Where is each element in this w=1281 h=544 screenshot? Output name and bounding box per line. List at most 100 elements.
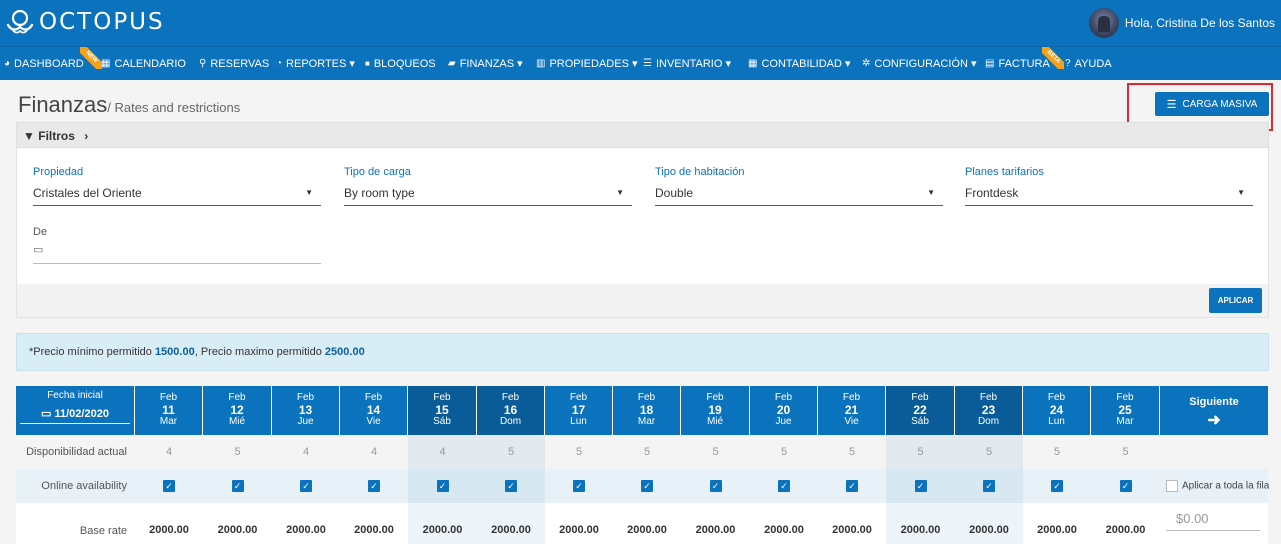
day-weekday: Mié: [228, 416, 246, 427]
day-weekday: Vie: [366, 416, 381, 427]
online-cell: ✓: [955, 469, 1023, 503]
nav-inventario[interactable]: ☰ INVENTARIO ▾: [643, 47, 731, 80]
nav-factura[interactable]: ▤ FACTURA: [985, 47, 1050, 80]
caret-down-icon: ▼: [616, 188, 624, 197]
day-month: Feb: [228, 392, 246, 403]
online-cell: ✓: [545, 469, 613, 503]
base-rate-cell[interactable]: 2000.00: [286, 524, 326, 536]
day-weekday: Jue: [775, 416, 792, 427]
avatar[interactable]: [1088, 8, 1119, 38]
calendar-icon: ▦: [101, 58, 111, 69]
nav-reportes[interactable]: ◔ REPORTES ▾: [276, 47, 355, 80]
day-weekday: Sáb: [433, 416, 451, 427]
checkbox-checked[interactable]: ✓: [914, 480, 927, 492]
checkbox-checked[interactable]: ✓: [163, 480, 175, 492]
base-rate-cell[interactable]: 2000.00: [354, 524, 394, 536]
start-date-input[interactable]: ▭ 11/02/2020: [20, 407, 130, 424]
checkbox-checked[interactable]: ✓: [368, 480, 380, 492]
online-cell: ✓: [1023, 469, 1091, 503]
base-rate-cell[interactable]: 2000.00: [886, 503, 955, 544]
base-rate-cell[interactable]: 2000.00: [764, 524, 804, 536]
day-weekday: Vie: [844, 416, 859, 427]
base-rate-input[interactable]: $0.00: [1166, 511, 1260, 531]
nav-label: RESERVAS: [210, 57, 270, 70]
caret-down-icon: ▼: [1237, 188, 1245, 197]
checkbox-checked[interactable]: ✓: [436, 480, 449, 492]
day-month: Feb: [842, 392, 861, 403]
checkbox-checked[interactable]: ✓: [573, 480, 585, 492]
new-badge: NEW: [80, 47, 102, 69]
availability-cell: 4: [370, 446, 378, 458]
main-nav: ◕ DASHBOARD NEW ▦ CALENDARIO ⚲ RESERVAS …: [0, 46, 1281, 80]
next-button[interactable]: Siguiente ➜: [1160, 386, 1268, 435]
checkbox-checked[interactable]: ✓: [1051, 480, 1063, 492]
day-month: Feb: [501, 392, 520, 403]
checkbox-checked[interactable]: ✓: [778, 480, 790, 492]
beta-badge: BETA: [1042, 47, 1064, 69]
from-date-field[interactable]: De ▭: [33, 226, 321, 264]
nav-label: FACTURA: [998, 57, 1050, 70]
nav-contabilidad[interactable]: ▦ CONTABILIDAD ▾: [748, 47, 851, 80]
nav-reservas[interactable]: ⚲ RESERVAS: [199, 47, 269, 80]
base-rate-cell[interactable]: 2000.00: [149, 524, 189, 536]
online-cell: ✓: [1091, 469, 1160, 503]
checkbox-checked[interactable]: ✓: [983, 480, 995, 492]
checkbox-checked[interactable]: ✓: [1119, 480, 1132, 492]
day-header: Feb 24 Lun: [1023, 386, 1091, 435]
nav-calendario[interactable]: ▦ CALENDARIO: [101, 47, 186, 80]
base-rate-cell[interactable]: 2000.00: [955, 503, 1023, 544]
availability-cell: 5: [955, 435, 1023, 469]
base-rate-cell[interactable]: 2000.00: [408, 503, 477, 544]
day-month: Feb: [1047, 392, 1066, 403]
nav-dashboard[interactable]: ◕ DASHBOARD: [4, 47, 84, 80]
room-type-select[interactable]: Tipo de habitación Double ▼: [655, 166, 943, 206]
base-rate-cell[interactable]: 2000.00: [627, 524, 667, 536]
nav-propiedades[interactable]: ▥ PROPIEDADES ▾: [536, 47, 638, 80]
property-select[interactable]: Propiedad Cristales del Oriente ▼: [33, 166, 321, 206]
max-price: 2500.00: [324, 346, 365, 358]
day-month: Feb: [1116, 392, 1134, 403]
apply-all-checkbox[interactable]: Aplicar a toda la fila: [1166, 480, 1269, 492]
load-type-select[interactable]: Tipo de carga By room type ▼: [344, 166, 632, 206]
base-rate-cell[interactable]: 2000.00: [559, 524, 599, 536]
nav-finanzas[interactable]: ▰ FINANZAS ▾: [448, 47, 523, 80]
base-rate-cell[interactable]: 2000.00: [217, 524, 258, 536]
base-rate-cell[interactable]: 2000.00: [477, 503, 545, 544]
apply-button[interactable]: APLICAR: [1209, 288, 1262, 313]
folder-icon: ▰: [448, 58, 456, 69]
day-number: 24: [1049, 403, 1064, 417]
day-weekday: Lun: [570, 416, 587, 427]
day-month: Feb: [774, 392, 793, 403]
online-cell: ✓: [886, 469, 955, 503]
brand-logo[interactable]: OCTOPUS: [6, 9, 165, 35]
day-number: 25: [1118, 403, 1132, 417]
day-month: Feb: [569, 392, 588, 403]
checkbox-checked[interactable]: ✓: [846, 480, 858, 492]
row-label: Disponibilidad actual: [26, 446, 127, 458]
user-menu[interactable]: Hola, Cristina De los Santos: [1088, 8, 1275, 38]
availability-cell: 5: [1053, 446, 1061, 458]
checkbox-checked[interactable]: ✓: [231, 480, 244, 492]
nav-ayuda[interactable]: ? AYUDA: [1065, 47, 1112, 80]
bulk-load-button[interactable]: ☰ CARGA MASIVA: [1155, 92, 1269, 116]
checkbox-checked[interactable]: ✓: [709, 480, 722, 492]
availability-cell: 5: [643, 446, 651, 458]
checkbox-checked[interactable]: ✓: [505, 480, 517, 492]
checkbox[interactable]: [1166, 480, 1178, 492]
nav-label: INVENTARIO ▾: [655, 58, 731, 70]
checkbox-checked[interactable]: ✓: [300, 480, 312, 492]
checkbox-checked[interactable]: ✓: [641, 480, 653, 492]
nav-configuracion[interactable]: ✲ CONFIGURACIÓN ▾: [862, 47, 976, 80]
rate-plans-select[interactable]: Planes tarifarios Frontdesk ▼: [965, 166, 1253, 206]
pie-chart-icon: ◔: [276, 58, 283, 69]
base-rate-cell[interactable]: 2000.00: [1105, 524, 1146, 536]
online-cell: ✓: [272, 469, 340, 503]
base-rate-cell[interactable]: 2000.00: [1037, 524, 1077, 536]
nav-label: CONTABILIDAD ▾: [761, 58, 851, 70]
nav-bloqueos[interactable]: ■ BLOQUEOS: [365, 47, 436, 80]
list-icon: ☰: [643, 58, 652, 69]
day-number: 20: [776, 403, 791, 417]
base-rate-cell[interactable]: 2000.00: [832, 524, 872, 536]
filters-toggle[interactable]: ▼ Filtros ›: [16, 122, 1269, 148]
base-rate-cell[interactable]: 2000.00: [695, 524, 736, 536]
